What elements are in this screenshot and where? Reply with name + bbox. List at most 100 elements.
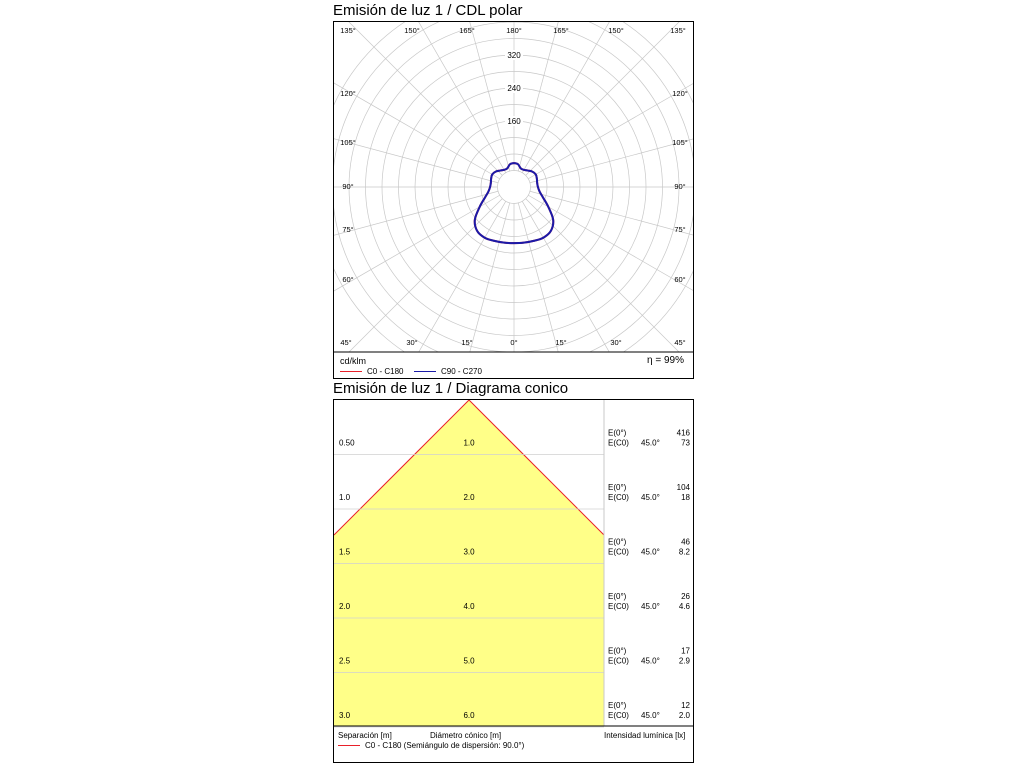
polar-curve-c90-c270 [473, 162, 555, 245]
polar-grid-spoke [334, 194, 500, 292]
legend-label-c0: C0 - C180 [367, 367, 404, 376]
polar-grid-spoke [334, 190, 499, 236]
polar-angle-label-bottom: 0° [510, 338, 517, 347]
polar-grid-spoke [418, 22, 507, 173]
polar-chart-title: Emisión de luz 1 / CDL polar [333, 2, 523, 19]
cone-ec0-label: E(C0) [608, 493, 629, 502]
polar-grid-spoke [469, 202, 511, 352]
polar-grid [334, 22, 693, 352]
polar-angle-label-bottom: 15° [555, 338, 566, 347]
cone-diameter-label: 4.0 [463, 602, 475, 611]
polar-angle-label-top: 165° [459, 26, 475, 35]
cone-angle-label: 45.0° [641, 657, 660, 666]
polar-angle-label-left: 75° [342, 225, 353, 234]
cone-e0-label: E(0°) [608, 701, 627, 710]
cone-ec0-value: 18 [681, 493, 690, 502]
polar-angle-label-right: 105° [672, 138, 688, 147]
cone-ec0-label: E(C0) [608, 711, 629, 720]
polar-grid-spoke [334, 138, 499, 184]
polar-grid-circle [334, 22, 693, 352]
cone-separation-label: 0.50 [339, 439, 355, 448]
polar-angle-label-right: 60° [674, 275, 685, 284]
polar-grid-spoke [525, 198, 680, 352]
cone-e0-label: E(0°) [608, 538, 627, 547]
cone-fill [334, 400, 604, 726]
polar-angle-label-bottom: 45° [674, 338, 685, 347]
cone-chart-title: Emisión de luz 1 / Diagrama conico [333, 380, 569, 397]
cone-ec0-label: E(C0) [608, 657, 629, 666]
cone-e0-label: E(0°) [608, 592, 627, 601]
polar-angle-label-right: 90° [674, 182, 685, 191]
cone-separation-label: 2.0 [339, 602, 351, 611]
cone-diameter-label: 3.0 [463, 548, 475, 557]
cone-e0-value: 104 [677, 483, 691, 492]
polar-angle-label-top: 135° [340, 26, 356, 35]
polar-grid-spoke [529, 190, 693, 236]
cone-angle-label: 45.0° [641, 493, 660, 502]
cone-ec0-label: E(C0) [608, 439, 629, 448]
polar-angle-label-bottom: 45° [340, 338, 351, 347]
polar-radial-tick-bg [505, 83, 523, 93]
polar-grid-circle [334, 22, 693, 352]
polar-grid-spoke [418, 201, 507, 352]
polar-angle-label-top: 135° [670, 26, 686, 35]
polar-grid-spoke [469, 22, 511, 172]
cone-ec0-value: 2.0 [679, 711, 691, 720]
cone-ec0-value: 8.2 [679, 548, 691, 557]
cone-ec0-value: 73 [681, 439, 690, 448]
cone-e0-label: E(0°) [608, 483, 627, 492]
cone-edge-left [334, 400, 470, 536]
polar-angle-label-left: 120° [340, 89, 356, 98]
polar-grid-spoke [348, 22, 503, 176]
cone-chart-panel: 0.50 1.0 E(0°) E(C0) 45.0° 416 73 1.0 2.0 E(0°) E(… [333, 399, 694, 763]
polar-angle-label-top: 165° [553, 26, 569, 35]
cone-ec0-value: 2.9 [679, 657, 691, 666]
cone-angle-label: 45.0° [641, 602, 660, 611]
polar-radial-tick-label: 240 [507, 84, 521, 93]
polar-angle-label-right: 120° [672, 89, 688, 98]
polar-angle-label-bottom: 30° [406, 338, 417, 347]
polar-grid-circle [497, 170, 531, 204]
legend-item-c0: C0 - C180 [340, 367, 403, 377]
cone-diameter-label: 6.0 [463, 711, 475, 720]
separation-header: Separación [m] [338, 731, 392, 740]
cone-separation-label: 2.5 [339, 657, 351, 666]
cone-e0-label: E(0°) [608, 647, 627, 656]
polar-grid-spoke [528, 83, 693, 180]
intensity-header: Intensidad lumínica [lx] [604, 731, 686, 740]
cone-e0-value: 416 [677, 429, 691, 438]
cone-separation-label: 3.0 [339, 711, 351, 720]
polar-angle-label-top: 150° [404, 26, 420, 35]
cone-ec0-label: E(C0) [608, 548, 629, 557]
polar-angle-label-top: 150° [608, 26, 624, 35]
cone-e0-value: 17 [681, 647, 690, 656]
cone-edge-right [468, 400, 605, 536]
polar-unit-label: cd/klm [340, 356, 367, 366]
polar-grid-spoke [517, 22, 559, 172]
cone-angle-label: 45.0° [641, 711, 660, 720]
polar-grid-spoke [525, 22, 680, 176]
legend-swatch-c0 [340, 371, 362, 373]
cone-angle-label: 45.0° [641, 439, 660, 448]
cone-e0-value: 26 [681, 592, 690, 601]
polar-chart: 160 240 320 135° 150° 165° 180° 165° 150° 135° 45°… [334, 22, 693, 353]
polar-chart-panel: 160 240 320 135° 150° 165° 180° 165° 150° 135° 45°… [333, 21, 694, 379]
legend-swatch-c90 [414, 371, 436, 373]
polar-angle-label-right: 75° [674, 225, 685, 234]
polar-radial-tick-label: 320 [507, 51, 521, 60]
cone-ec0-value: 4.6 [679, 602, 691, 611]
cone-diameter-label: 5.0 [463, 657, 475, 666]
cone-diameter-label: 1.0 [463, 439, 475, 448]
cone-separation-label: 1.0 [339, 493, 351, 502]
polar-angle-label-left: 90° [342, 182, 353, 191]
efficiency-label: η = 99% [647, 355, 684, 366]
polar-grid-spoke [521, 22, 610, 173]
polar-angle-label-bottom: 30° [610, 338, 621, 347]
cone-separation-label: 1.5 [339, 548, 351, 557]
polar-angle-label-bottom: 15° [461, 338, 472, 347]
cone-diameter-label: 2.0 [463, 493, 475, 502]
polar-angle-label-left: 105° [340, 138, 356, 147]
polar-grid-spoke [528, 194, 693, 291]
cone-e0-value: 12 [681, 701, 690, 710]
polar-grid-spoke [529, 138, 693, 184]
